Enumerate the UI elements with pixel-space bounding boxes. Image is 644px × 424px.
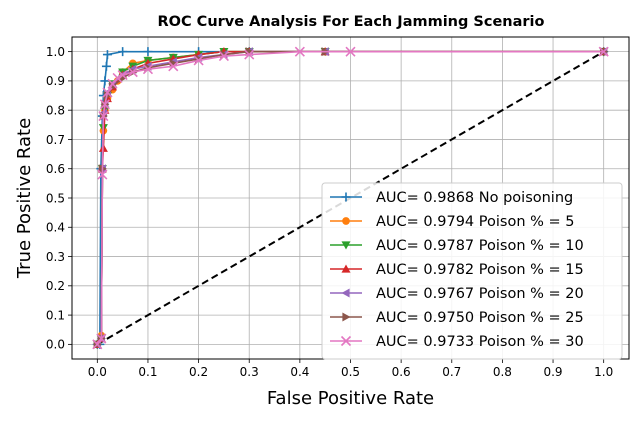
legend-label: AUC= 0.9794 Poison % = 5 [376,214,574,230]
legend-item: AUC= 0.9767 Poison % = 20 [330,286,584,302]
data-point [294,46,305,57]
legend-marker [341,288,350,298]
x-tick-label: 1.0 [594,365,613,379]
series-lines [92,46,609,350]
legend-label: AUC= 0.9868 No poisoning [376,190,573,206]
y-tick-label: 1.0 [46,45,65,59]
legend-label: AUC= 0.9767 Poison % = 20 [376,286,584,302]
y-tick-label: 0.0 [46,338,65,352]
legend-label: AUC= 0.9782 Poison % = 15 [376,262,584,278]
y-tick-label: 0.4 [46,221,65,235]
y-tick-label: 0.2 [46,279,65,293]
y-tick-label: 0.8 [46,103,65,117]
data-point [345,46,356,57]
data-point [102,50,112,60]
y-tick-label: 0.7 [46,133,65,147]
y-tick-label: 0.6 [46,162,65,176]
legend-marker [341,241,351,250]
y-axis-ticks: 0.0 0.1 0.2 0.3 0.4 0.5 0.6 0.7 0.8 0.9 1.0 [46,45,72,352]
x-tick-label: 0.8 [493,365,512,379]
data-point [100,76,110,86]
legend-label: AUC= 0.9787 Poison % = 10 [376,238,584,254]
series-7 [92,46,609,350]
data-point [96,333,107,344]
legend-item: AUC= 0.9787 Poison % = 10 [330,238,584,254]
series-line [96,50,604,345]
y-tick-label: 0.1 [46,308,65,322]
data-point [218,50,229,62]
x-tick-label: 0.3 [240,365,259,379]
y-tick-label: 0.9 [46,74,65,88]
legend-marker [340,335,352,347]
x-tick-label: 0.0 [88,365,107,379]
legend-label: AUC= 0.9733 Poison % = 30 [376,334,584,350]
data-point [143,47,153,57]
x-tick-label: 0.2 [189,365,208,379]
data-point [99,99,110,110]
data-point [92,339,103,350]
x-axis-label: False Positive Rate [267,388,434,409]
y-tick-label: 0.5 [46,191,65,205]
legend-label: AUC= 0.9750 Poison % = 25 [376,310,584,326]
legend-marker [341,192,351,202]
data-point [101,61,111,71]
data-point [142,64,154,75]
legend-marker [342,312,351,322]
x-tick-label: 0.9 [543,365,562,379]
x-axis-ticks: 0.0 0.1 0.2 0.3 0.4 0.5 0.6 0.7 0.8 0.9 1.0 [88,359,613,379]
x-tick-label: 0.5 [341,365,360,379]
legend-item: AUC= 0.9794 Poison % = 5 [330,214,574,230]
legend-marker [341,264,351,273]
x-tick-label: 0.1 [138,365,157,379]
legend-item: AUC= 0.9868 No poisoning [330,190,573,206]
legend-box [321,182,623,360]
y-tick-label: 0.3 [46,250,65,264]
data-point [98,110,109,122]
data-point [102,87,113,98]
legend-item: AUC= 0.9733 Poison % = 30 [330,334,584,350]
legend-item: AUC= 0.9750 Poison % = 25 [330,310,584,326]
x-tick-label: 0.7 [442,365,461,379]
x-tick-label: 0.6 [392,365,411,379]
data-point [112,72,123,84]
legend-item: AUC= 0.9782 Poison % = 15 [330,262,584,278]
legend: AUC= 0.9868 No poisoning AUC= 0.9794 Pois… [321,182,623,360]
data-point [244,49,255,60]
legend-marker [342,217,350,225]
data-point [598,46,609,57]
x-tick-label: 0.4 [290,365,309,379]
data-point [117,69,128,81]
data-point [168,61,179,72]
data-point [193,55,204,66]
chart-title: ROC Curve Analysis For Each Jamming Scen… [158,14,545,30]
y-axis-label: True Positive Rate [14,118,35,279]
data-point [97,169,108,180]
data-point [118,47,128,57]
data-point [127,67,138,78]
